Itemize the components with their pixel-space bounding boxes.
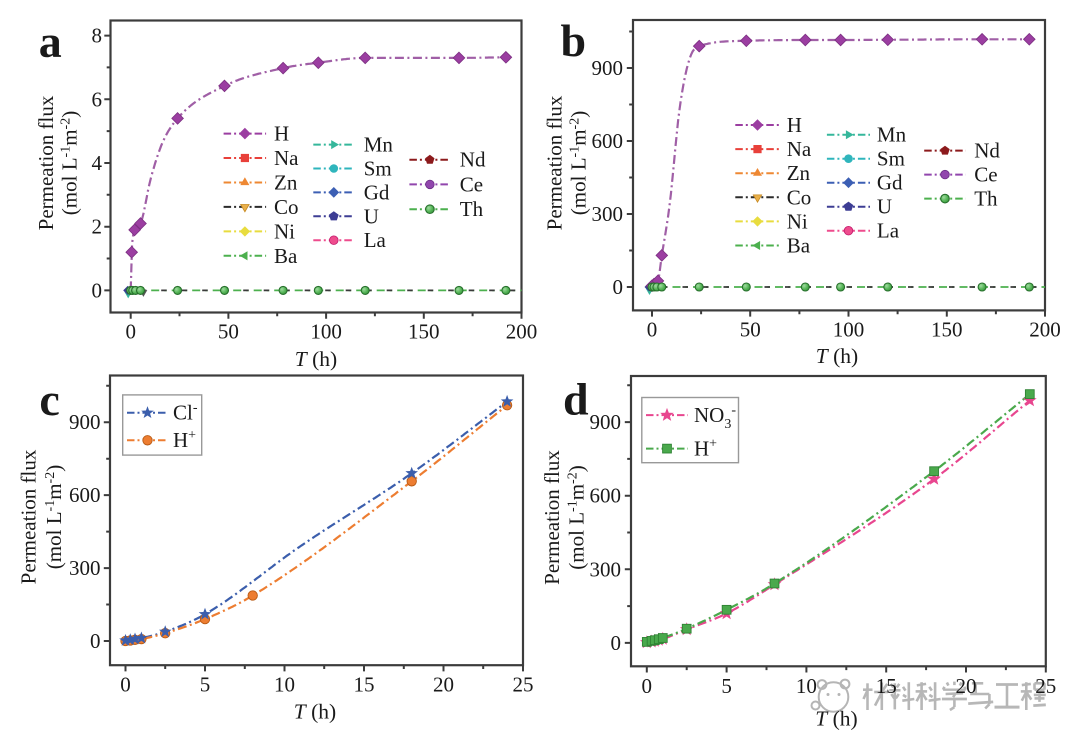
svg-text:T (h): T (h) — [295, 347, 337, 371]
svg-text:Permeation flux: Permeation flux — [543, 95, 567, 230]
svg-text:25: 25 — [513, 673, 534, 697]
svg-text:8: 8 — [92, 24, 103, 48]
svg-text:Ba: Ba — [274, 244, 298, 268]
svg-text:50: 50 — [218, 320, 239, 344]
svg-text:T (h): T (h) — [816, 344, 858, 368]
svg-text:5: 5 — [200, 673, 211, 697]
svg-text:10: 10 — [796, 674, 817, 698]
svg-text:Na: Na — [787, 137, 812, 161]
svg-text:Th: Th — [974, 187, 998, 211]
svg-text:Nd: Nd — [974, 139, 1000, 163]
svg-text:La: La — [364, 228, 387, 252]
svg-text:600: 600 — [590, 484, 622, 508]
svg-text:0: 0 — [613, 275, 624, 299]
svg-text:0: 0 — [120, 673, 131, 697]
svg-text:H: H — [274, 122, 289, 146]
svg-text:300: 300 — [590, 557, 622, 581]
svg-text:Permeation flux: Permeation flux — [540, 450, 564, 585]
svg-text:T (h): T (h) — [815, 707, 857, 731]
svg-text:100: 100 — [833, 318, 865, 342]
svg-text:900: 900 — [590, 410, 622, 434]
svg-text:Gd: Gd — [364, 180, 390, 204]
svg-text:Na: Na — [274, 146, 299, 170]
svg-text:0: 0 — [647, 318, 658, 342]
svg-text:Co: Co — [274, 195, 299, 219]
svg-text:4: 4 — [92, 151, 103, 175]
svg-text:150: 150 — [931, 318, 963, 342]
svg-text:U: U — [877, 195, 892, 219]
svg-text:Ba: Ba — [787, 234, 811, 258]
svg-text:Sm: Sm — [877, 147, 905, 171]
svg-text:H: H — [787, 113, 802, 137]
svg-text:Zn: Zn — [787, 161, 811, 185]
svg-text:20: 20 — [956, 674, 977, 698]
svg-text:100: 100 — [310, 320, 342, 344]
svg-text:Gd: Gd — [877, 171, 903, 195]
svg-text:La: La — [877, 219, 900, 243]
svg-text:Permeation flux: Permeation flux — [34, 95, 58, 230]
svg-text:600: 600 — [592, 129, 624, 153]
svg-text:0: 0 — [92, 278, 103, 302]
svg-text:2: 2 — [92, 215, 103, 239]
svg-text:150: 150 — [408, 320, 440, 344]
svg-text:Ni: Ni — [274, 219, 295, 243]
svg-text:6: 6 — [92, 87, 103, 111]
svg-text:0: 0 — [642, 674, 653, 698]
svg-text:50: 50 — [740, 318, 761, 342]
svg-text:10: 10 — [274, 673, 295, 697]
svg-text:(mol L-1m-2): (mol L-1m-2) — [564, 465, 588, 569]
svg-text:Ni: Ni — [787, 209, 808, 233]
svg-text:25: 25 — [1035, 674, 1056, 698]
svg-text:Mn: Mn — [877, 123, 907, 147]
svg-text:0: 0 — [90, 629, 101, 653]
svg-text:Co: Co — [787, 185, 812, 209]
svg-text:Nd: Nd — [460, 148, 486, 172]
svg-text:Permeation flux: Permeation flux — [17, 449, 41, 584]
svg-text:T (h): T (h) — [294, 700, 336, 724]
svg-text:300: 300 — [69, 556, 101, 580]
svg-text:20: 20 — [433, 673, 454, 697]
svg-text:300: 300 — [592, 202, 624, 226]
svg-text:(mol L-1m-2): (mol L-1m-2) — [42, 465, 66, 569]
svg-text:c: c — [39, 374, 59, 425]
svg-text:200: 200 — [1029, 318, 1061, 342]
svg-text:Zn: Zn — [274, 171, 298, 195]
svg-text:0: 0 — [125, 320, 136, 344]
svg-text:Mn: Mn — [364, 133, 394, 157]
svg-text:200: 200 — [506, 320, 538, 344]
svg-text:d: d — [563, 374, 589, 425]
svg-text:Sm: Sm — [364, 157, 392, 181]
svg-text:900: 900 — [69, 410, 101, 434]
svg-text:Ce: Ce — [974, 163, 997, 187]
svg-text:900: 900 — [592, 56, 624, 80]
svg-text:b: b — [561, 15, 587, 66]
svg-text:0: 0 — [611, 631, 622, 655]
svg-text:600: 600 — [69, 483, 101, 507]
svg-text:Ce: Ce — [460, 172, 483, 196]
svg-text:U: U — [364, 204, 379, 228]
svg-text:15: 15 — [354, 673, 375, 697]
svg-text:Th: Th — [460, 197, 484, 221]
svg-text:a: a — [39, 16, 62, 67]
svg-text:5: 5 — [721, 674, 732, 698]
